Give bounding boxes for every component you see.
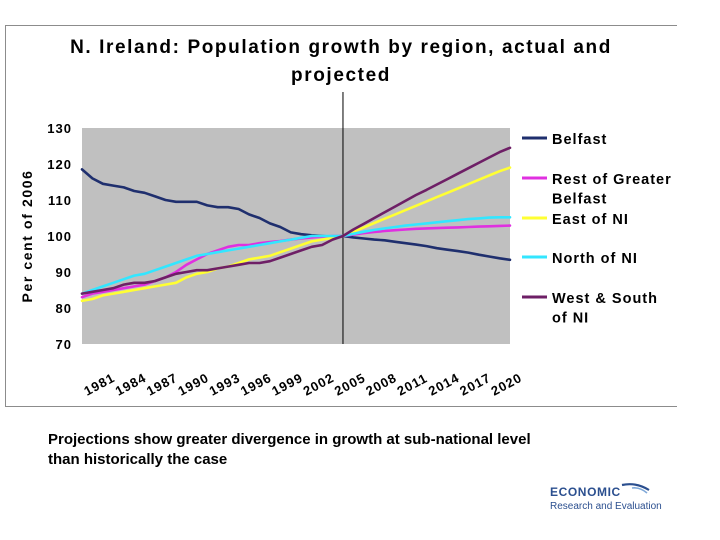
x-tick-label: 2002 [301,370,337,399]
x-tick-label: 2005 [332,370,368,399]
legend-label: North of NI [552,251,638,267]
legend-label: Belfast [552,132,607,148]
x-tick-label: 1996 [238,370,274,399]
x-tick-label: 2008 [363,370,399,399]
legend: Belfast Rest of Greater Belfast East of NI N… [516,128,678,328]
x-tick-label: 2017 [457,370,493,399]
legend-background [516,128,678,328]
legend-label: of NI [552,311,589,327]
economic-research-evaluation-logo: ECONOMIC Research and Evaluation [550,483,662,512]
chart-frame: N. Ireland: Population growth by region,… [5,25,678,407]
series-line [80,166,512,303]
logo-swoosh-icon [621,483,650,494]
x-axis-ticks: 1981198419871990199319961999200220052008… [81,370,524,399]
y-tick-label: 120 [47,157,72,172]
chart-title-line: N. Ireland: Population growth by region,… [70,37,612,58]
x-tick-label: 2014 [426,370,462,399]
logo-text-research: Research and Evaluation [550,501,662,512]
x-tick-label: 1984 [113,370,149,399]
caption-line: than historically the case [48,451,228,468]
caption: Projections show greater divergence in g… [48,430,648,470]
x-tick-label: 1981 [81,370,117,399]
y-tick-label: 80 [56,301,72,316]
legend-item: Rest of Greater Belfast [522,172,672,208]
x-tick-label: 1990 [175,370,211,399]
legend-item: Belfast [522,132,607,148]
y-tick-label: 90 [56,265,72,280]
x-tick-label: 1999 [269,370,305,399]
y-tick-label: 110 [48,193,72,208]
legend-item: North of NI [522,251,638,267]
plot-area [82,128,510,344]
chart-title-line: projected [291,65,391,86]
legend-label: East of NI [552,212,629,228]
chart-title: N. Ireland: Population growth by region,… [70,37,612,86]
y-axis-ticks: 70 80 90 100 110 120 130 [47,121,72,352]
legend-label: Belfast [552,192,607,208]
x-tick-label: 1987 [144,370,180,399]
logo-text-economic: ECONOMIC [550,485,621,499]
series-lines [80,146,512,303]
x-tick-label: 2020 [488,370,524,399]
series-line [80,146,512,295]
y-tick-label: 130 [47,121,72,136]
legend-item: West & South of NI [522,291,658,327]
y-tick-label: 70 [56,337,72,352]
chart-svg: N. Ireland: Population growth by region,… [19,37,678,399]
legend-label: West & South [552,291,658,307]
legend-item: East of NI [522,212,629,228]
x-tick-label: 1993 [207,370,243,399]
y-tick-label: 100 [47,229,72,244]
y-axis-label: Per cent of 2006 [19,170,35,303]
caption-line: Projections show greater divergence in g… [48,431,531,448]
legend-label: Rest of Greater [552,172,672,188]
series-line [80,216,512,295]
series-line [80,168,512,262]
x-tick-label: 2011 [395,370,430,398]
